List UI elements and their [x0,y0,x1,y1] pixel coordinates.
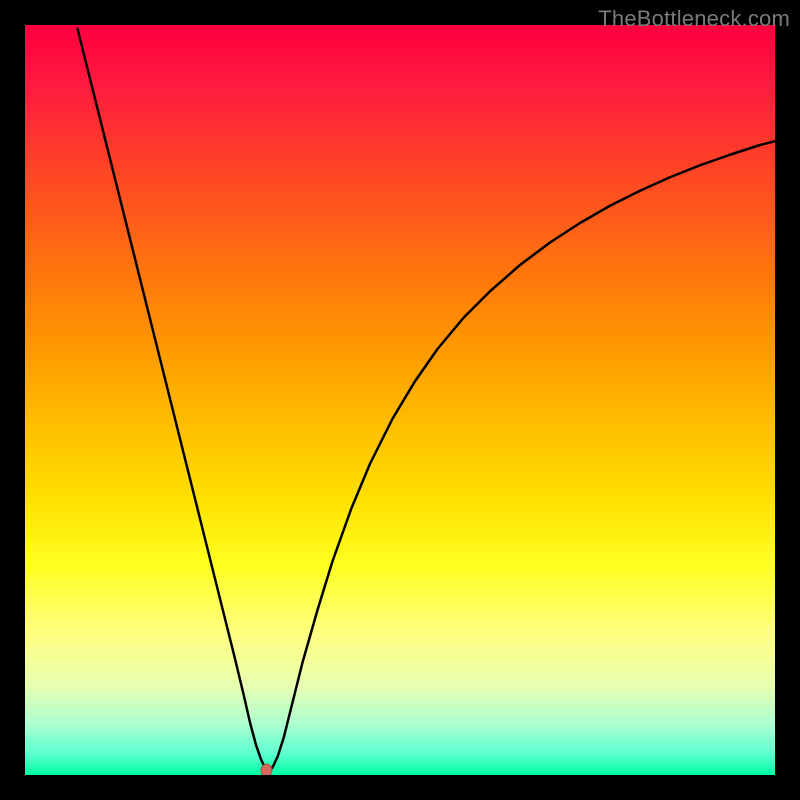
chart-background [25,25,775,775]
chart-container [25,25,775,775]
watermark-text: TheBottleneck.com [598,6,790,32]
optimum-marker [261,764,272,775]
bottleneck-chart [25,25,775,775]
